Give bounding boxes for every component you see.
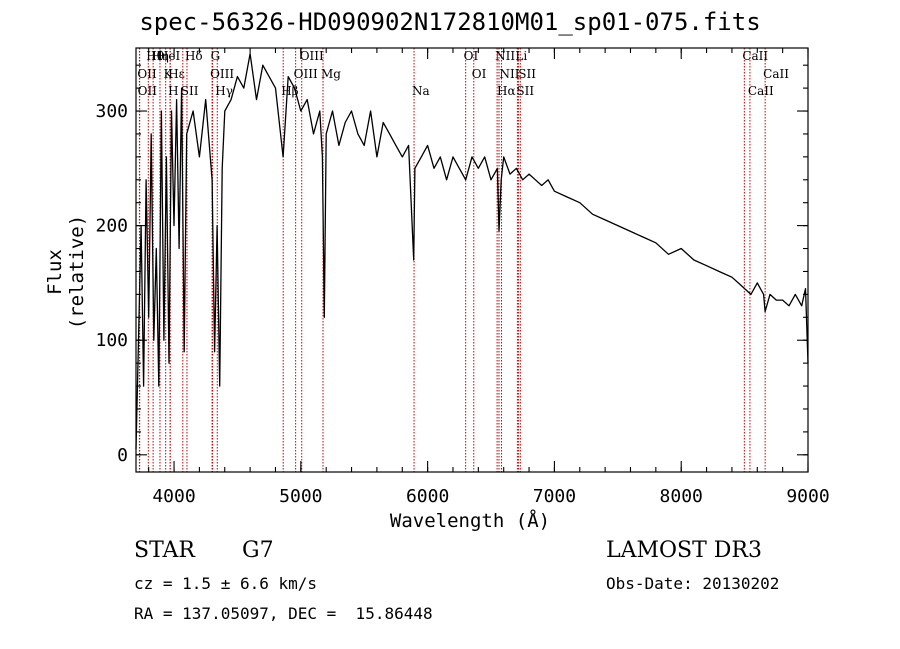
line-marker-label: Hε xyxy=(168,67,185,81)
line-marker-label: G xyxy=(211,49,221,63)
x-tick-label: 9000 xyxy=(786,486,829,507)
line-marker-label: CaII xyxy=(763,67,789,81)
line-marker-label: Hγ xyxy=(215,84,233,98)
line-marker-label: Hα xyxy=(497,84,516,98)
line-label-group: HθOIIOIIHηKHHeIHεSIIHδOIIIHγGOIIIHβOIIIM… xyxy=(137,49,789,98)
line-marker-label: Hη xyxy=(151,49,169,63)
line-marker-label: OIII xyxy=(294,67,318,81)
x-tick-label: 4000 xyxy=(152,486,195,507)
line-marker-label: NII xyxy=(495,49,515,63)
line-marker-label: OIII xyxy=(210,67,234,81)
line-marker-label: OII xyxy=(138,84,158,98)
line-marker-label: SII xyxy=(518,67,536,81)
line-marker-label: Hδ xyxy=(185,49,203,63)
line-marker-label: CaII xyxy=(748,84,774,98)
object-subclass: G7 xyxy=(242,538,274,563)
plot-frame xyxy=(135,47,809,473)
line-marker-label: OI xyxy=(464,49,479,63)
x-axis-label: Wavelength (Å) xyxy=(389,510,551,532)
line-marker-label: Li xyxy=(515,49,527,63)
object-class: STAR xyxy=(134,538,195,563)
line-marker-group xyxy=(138,48,766,472)
chart-title: spec-56326-HD090902N172810M01_sp01-075.f… xyxy=(139,8,761,36)
line-marker-label: OI xyxy=(472,67,487,81)
y-tick-label: 200 xyxy=(95,216,128,237)
line-marker-label: SII xyxy=(516,84,534,98)
x-tick-label: 7000 xyxy=(533,486,576,507)
line-marker-label: K xyxy=(164,67,174,81)
x-tick-label: 6000 xyxy=(406,486,449,507)
y-tick-label: 100 xyxy=(95,330,128,351)
line-marker-label: CaII xyxy=(742,49,768,63)
line-marker-label: NII xyxy=(500,67,520,81)
line-marker-label: OII xyxy=(137,67,157,81)
x-tick-label: 5000 xyxy=(279,486,322,507)
line-marker-label: H xyxy=(168,84,178,98)
line-marker-label: SII xyxy=(181,84,199,98)
y-axis-label: Flux (relative) xyxy=(44,214,88,330)
y-tick-label: 300 xyxy=(95,101,128,122)
line-marker-label: Hθ xyxy=(146,49,164,63)
redshift-velocity: cz = 1.5 ± 6.6 km/s xyxy=(134,574,318,593)
survey-name: LAMOST DR3 xyxy=(606,538,762,563)
observation-date: Obs-Date: 20130202 xyxy=(606,574,780,593)
line-marker-label: Mg xyxy=(321,67,341,81)
spectrum-line xyxy=(135,53,809,450)
line-marker-label: HeI xyxy=(158,49,181,63)
y-tick-label: 0 xyxy=(117,445,128,466)
sky-coordinates: RA = 137.05097, DEC = 15.86448 xyxy=(134,604,433,623)
line-marker-label: OIII xyxy=(300,49,324,63)
line-marker-label: Na xyxy=(412,84,430,98)
axis-ticks: 4000 5000 6000 7000 8000 9000 0 100 200 300 xyxy=(95,48,830,507)
x-tick-label: 8000 xyxy=(660,486,703,507)
